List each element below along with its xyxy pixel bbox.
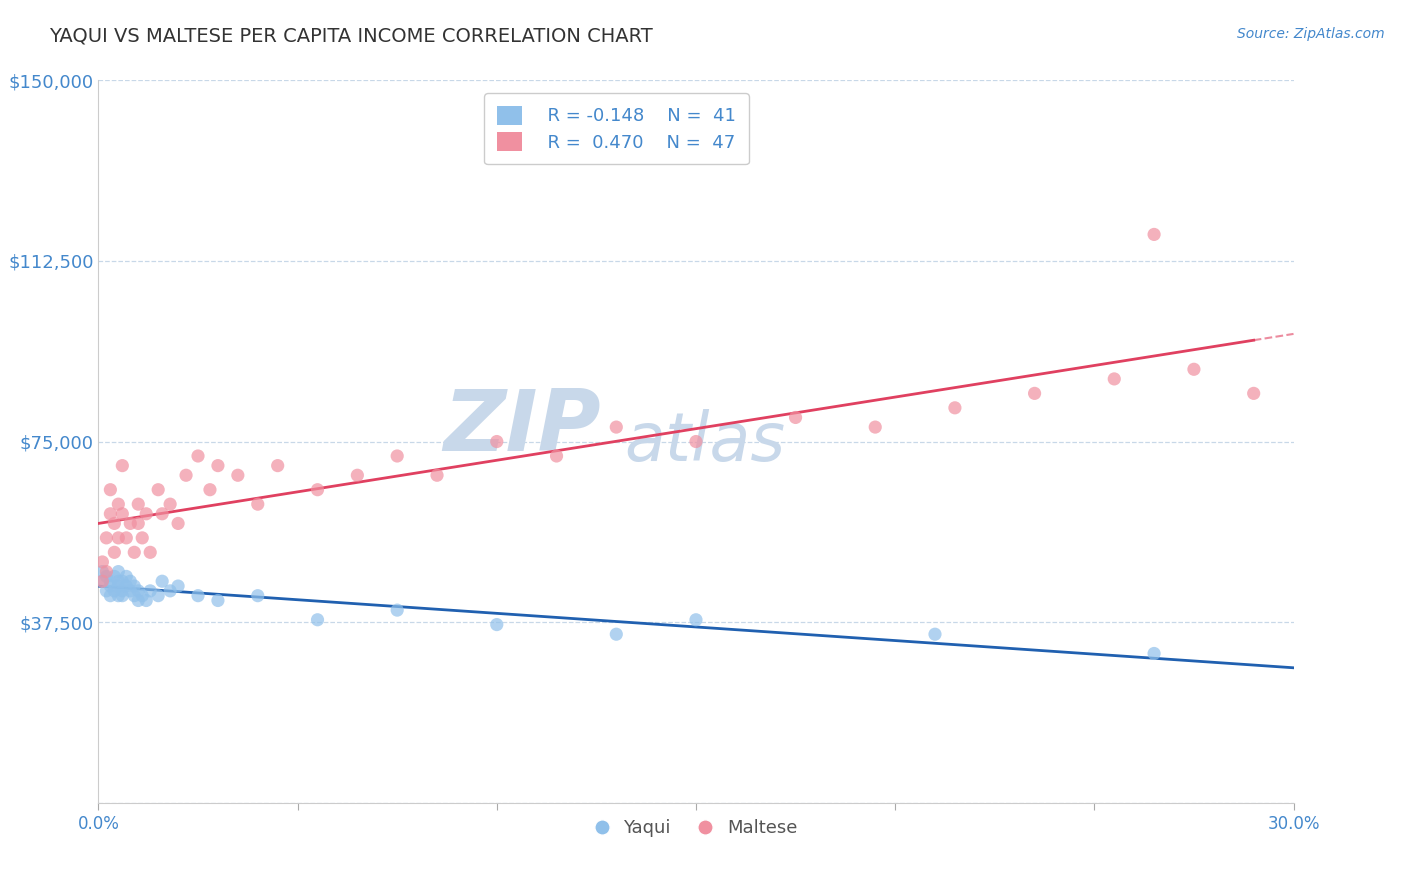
Point: [385, 603, 409, 617]
Point: [115, 569, 138, 583]
Point: [115, 531, 138, 545]
Point: [785, 410, 807, 425]
Point: [98, 507, 122, 521]
Point: [187, 589, 209, 603]
Point: [107, 531, 129, 545]
Point: [150, 574, 173, 589]
Point: [124, 545, 146, 559]
Point: [546, 449, 568, 463]
Point: [98, 589, 122, 603]
Point: [485, 434, 508, 449]
Point: [865, 420, 887, 434]
Point: [120, 574, 142, 589]
Point: [1182, 362, 1205, 376]
Point: [426, 468, 449, 483]
Point: [198, 483, 221, 497]
Point: [103, 583, 125, 598]
Point: [107, 579, 129, 593]
Point: [207, 593, 229, 607]
Point: [98, 574, 122, 589]
Point: [150, 507, 173, 521]
Point: [139, 545, 162, 559]
Point: [148, 483, 170, 497]
Point: [187, 449, 209, 463]
Point: [605, 627, 627, 641]
Point: [159, 583, 181, 598]
Point: [124, 589, 146, 603]
Point: [1104, 372, 1126, 386]
Point: [485, 617, 508, 632]
Point: [124, 579, 146, 593]
Point: [1143, 227, 1166, 242]
Point: [167, 579, 190, 593]
Point: [96, 565, 118, 579]
Point: [685, 613, 707, 627]
Point: [91, 565, 114, 579]
Text: YAQUI VS MALTESE PER CAPITA INCOME CORRELATION CHART: YAQUI VS MALTESE PER CAPITA INCOME CORRE…: [49, 27, 652, 45]
Point: [167, 516, 190, 531]
Text: ZIP: ZIP: [443, 385, 600, 468]
Point: [91, 555, 114, 569]
Point: [103, 569, 125, 583]
Point: [246, 497, 269, 511]
Point: [307, 613, 329, 627]
Point: [307, 483, 329, 497]
Point: [96, 569, 118, 583]
Point: [107, 589, 129, 603]
Point: [111, 583, 134, 598]
Point: [127, 516, 149, 531]
Point: [135, 593, 157, 607]
Point: [107, 574, 129, 589]
Point: [111, 507, 134, 521]
Point: [127, 593, 149, 607]
Point: [924, 627, 946, 641]
Point: [120, 583, 142, 598]
Text: atlas: atlas: [624, 409, 786, 475]
Point: [267, 458, 290, 473]
Point: [111, 589, 134, 603]
Point: [127, 497, 149, 511]
Point: [159, 497, 181, 511]
Point: [111, 574, 134, 589]
Point: [131, 531, 153, 545]
Point: [246, 589, 269, 603]
Point: [1143, 647, 1166, 661]
Point: [120, 516, 142, 531]
Point: [103, 545, 125, 559]
Point: [685, 434, 707, 449]
Legend: Yaqui, Maltese: Yaqui, Maltese: [588, 812, 804, 845]
Point: [207, 458, 229, 473]
Point: [96, 531, 118, 545]
Point: [943, 401, 966, 415]
Point: [98, 579, 122, 593]
Text: Source: ZipAtlas.com: Source: ZipAtlas.com: [1237, 27, 1385, 41]
Point: [174, 468, 197, 483]
Point: [131, 589, 153, 603]
Point: [107, 565, 129, 579]
Point: [1243, 386, 1265, 401]
Point: [107, 497, 129, 511]
Point: [226, 468, 249, 483]
Point: [148, 589, 170, 603]
Point: [346, 468, 368, 483]
Point: [385, 449, 409, 463]
Point: [135, 507, 157, 521]
Point: [1024, 386, 1046, 401]
Point: [605, 420, 627, 434]
Point: [115, 579, 138, 593]
Point: [139, 583, 162, 598]
Point: [127, 583, 149, 598]
Point: [96, 583, 118, 598]
Point: [98, 483, 122, 497]
Point: [91, 574, 114, 589]
Point: [103, 516, 125, 531]
Point: [111, 458, 134, 473]
Point: [91, 574, 114, 589]
